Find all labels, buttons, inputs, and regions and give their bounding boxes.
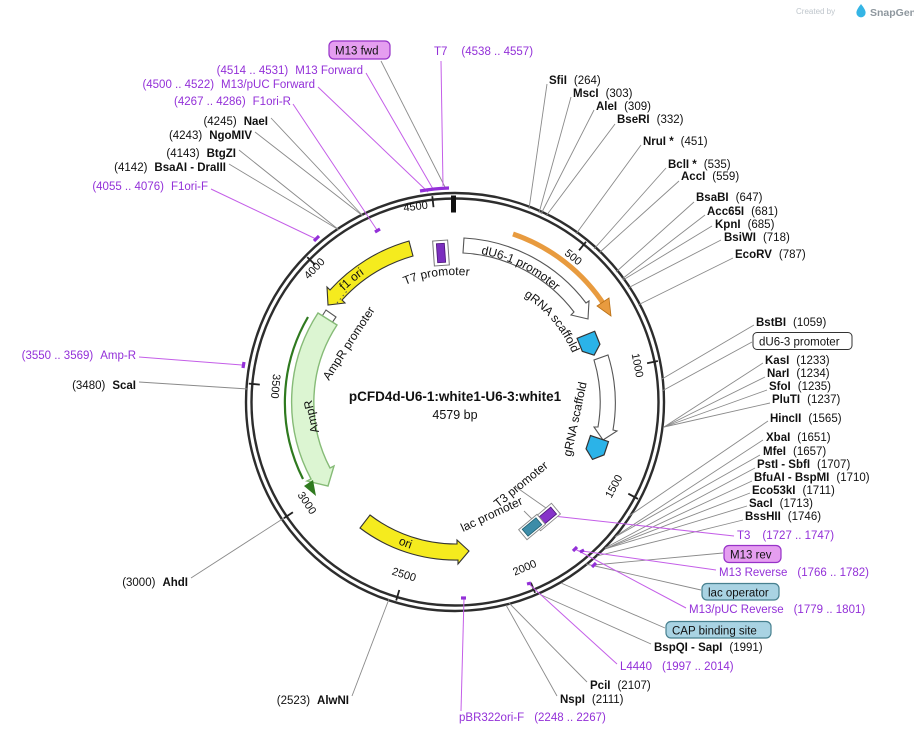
primer-label-m13-puc-reverse[interactable]: M13/pUC Reverse (1779 .. 1801): [689, 604, 865, 616]
enzyme-label-saci[interactable]: SacI (1713): [749, 498, 813, 510]
ampr-cds-line: [283, 316, 309, 480]
enzyme-label-sfii[interactable]: SfiI (264): [549, 75, 601, 87]
primer-label-m13-puc-forward[interactable]: (4500 .. 4522) M13/pUC Forward: [142, 79, 315, 91]
left-labels: (4514 .. 4531) M13 Forward (4500 .. 4522)…: [22, 65, 363, 707]
enzyme-label-naei[interactable]: (4245) NaeI: [203, 116, 268, 128]
feature-f1-ori[interactable]: [326, 240, 414, 306]
enzyme-label-pcii[interactable]: PciI (2107): [590, 680, 651, 692]
t7-promoter-label: T7 promoter: [401, 264, 470, 288]
enzyme-label-alei[interactable]: AleI (309): [596, 101, 651, 113]
enzyme-label-sfoi[interactable]: SfoI (1235): [769, 381, 831, 393]
snapgene-watermark: Created by SnapGene: [796, 4, 914, 19]
svg-text:T7 promoter: T7 promoter: [401, 264, 470, 288]
tick-label-3500: 3500: [268, 374, 282, 399]
ori-label: ori: [397, 534, 414, 552]
enzyme-label-alwni[interactable]: (2523) AlwNI: [277, 695, 349, 707]
primer-label-t7[interactable]: T7 (4538 .. 4557): [434, 46, 533, 58]
ampr-cds-arrowhead: [304, 480, 316, 496]
primer-leader-lines: [138, 60, 735, 712]
boxed-label-lac-operator[interactable]: lac operator: [701, 582, 780, 601]
enzyme-label-nrui[interactable]: NruI * (451): [643, 136, 708, 148]
enzyme-label-pluti[interactable]: PluTI (1237): [772, 394, 841, 406]
snapgene-logo-icon: [856, 4, 866, 18]
enzyme-label-kpni[interactable]: KpnI (685): [715, 219, 775, 231]
enzyme-label-mfei[interactable]: MfeI (1657): [763, 446, 826, 458]
enzyme-label-bfuai-bspmi[interactable]: BfuAI - BspMI (1710): [754, 472, 870, 484]
enzyme-label-ahdi[interactable]: (3000) AhdI: [122, 577, 188, 589]
feature-orange-arc[interactable]: [512, 231, 612, 317]
feature-du6-3-grna-band[interactable]: [592, 354, 619, 441]
grna-target-marker-1[interactable]: [576, 330, 603, 359]
enzyme-label-bsabi[interactable]: BsaBI (647): [696, 192, 763, 204]
primer-label-m13-forward[interactable]: (4514 .. 4531) M13 Forward: [217, 65, 363, 77]
tick-label-1500: 1500: [603, 473, 625, 500]
enzyme-label-bsshii[interactable]: BssHII (1746): [745, 511, 821, 523]
enzyme-label-xbai[interactable]: XbaI (1651): [766, 432, 831, 444]
enzyme-label-acc65i[interactable]: Acc65I (681): [707, 206, 778, 218]
lac-operator-label: lac operator: [708, 588, 769, 600]
snapgene-brand-text: SnapGene: [870, 7, 914, 19]
tick-label-4500: 4500: [403, 200, 429, 215]
primer-label-amp-r[interactable]: (3550 .. 3569) Amp-R: [22, 350, 136, 362]
enzyme-label-kasi[interactable]: KasI (1233): [765, 355, 830, 367]
plasmid-size: 4579 bp: [432, 408, 477, 422]
primer-label-f1ori-r[interactable]: (4267 .. 4286) F1ori-R: [174, 96, 291, 108]
du6-3-promoter-label: dU6-3 promoter: [759, 337, 840, 349]
enzyme-label-btgzi[interactable]: (4143) BtgZI: [166, 148, 236, 160]
enzyme-label-bspqi-sapi[interactable]: BspQI - SapI (1991): [654, 642, 763, 654]
cap-binding-site-label: CAP binding site: [672, 626, 757, 638]
enzyme-label-ecorv[interactable]: EcoRV (787): [735, 249, 806, 261]
boxed-label-cap-binding-site[interactable]: CAP binding site: [665, 620, 772, 639]
grna-scaffold-label-2: gRNA scaffold: [560, 381, 589, 458]
primer-label-pbr322ori-f[interactable]: pBR322ori-F (2248 .. 2267): [459, 712, 606, 724]
enzyme-label-ngomiv[interactable]: (4243) NgoMIV: [169, 130, 252, 142]
plasmid-backbone: [244, 191, 666, 613]
boxed-label-du6-3-promoter[interactable]: dU6-3 promoter: [752, 332, 853, 350]
feature-du6-1-grna-band[interactable]: [462, 237, 590, 320]
enzyme-label-bstbi[interactable]: BstBI (1059): [756, 317, 826, 329]
enzyme-label-bsaai-draiii[interactable]: (4142) BsaAI - DraIII: [114, 162, 226, 174]
enzyme-label-acci[interactable]: AccI (559): [681, 171, 739, 183]
grna-target-marker-2[interactable]: [584, 434, 610, 463]
primer-label-t3[interactable]: T3 (1727 .. 1747): [737, 530, 834, 542]
feature-ori[interactable]: [359, 514, 470, 566]
m13-rev-label: M13 rev: [730, 550, 772, 562]
enzyme-label-hincii[interactable]: HincII (1565): [770, 413, 842, 425]
primer-label-m13-reverse[interactable]: M13 Reverse (1766 .. 1782): [719, 567, 869, 579]
right-labels: T7 (4538 .. 4557) SfiI (264) MscI (303) Ale…: [434, 46, 870, 724]
tick-label-2500: 2500: [390, 566, 417, 585]
tick-label-4000: 4000: [302, 256, 328, 282]
enzyme-label-scai[interactable]: (3480) ScaI: [72, 380, 136, 392]
tick-label-1000: 1000: [629, 352, 645, 378]
enzyme-label-eco53ki[interactable]: Eco53kI (1711): [752, 485, 835, 497]
enzyme-label-psti-sbfi[interactable]: PstI - SbfI (1707): [757, 459, 850, 471]
svg-text:ori: ori: [397, 534, 414, 552]
enzyme-label-nari[interactable]: NarI (1234): [767, 368, 830, 380]
primer-site-marks: [241, 186, 598, 600]
enzyme-label-bsiwi[interactable]: BsiWI (718): [724, 232, 790, 244]
boxed-label-m13-rev[interactable]: M13 rev: [723, 544, 782, 564]
tick-label-2000: 2000: [511, 558, 538, 579]
feature-t7-promoter-marker[interactable]: [432, 239, 450, 267]
boxed-label-m13-fwd[interactable]: M13 fwd: [328, 40, 391, 60]
enzyme-leader-lines: [138, 60, 771, 697]
m13-fwd-label: M13 fwd: [335, 46, 378, 58]
enzyme-label-bseri[interactable]: BseRI (332): [617, 114, 684, 126]
plasmid-title: pCFD4d-U6-1:white1-U6-3:white1: [349, 389, 562, 404]
enzyme-label-msci[interactable]: MscI (303): [573, 88, 633, 100]
scale-ticks: [248, 196, 659, 601]
enzyme-label-bcli[interactable]: BclI * (535): [668, 159, 731, 171]
primer-label-f1ori-f[interactable]: (4055 .. 4076) F1ori-F: [92, 181, 208, 193]
primer-label-l4440[interactable]: L4440 (1997 .. 2014): [620, 661, 734, 673]
feature-lac-promoter-marker[interactable]: [517, 513, 547, 541]
feature-ampr[interactable]: [283, 290, 348, 496]
enzyme-label-nspi[interactable]: NspI (2111): [560, 694, 624, 706]
created-by-text: Created by: [796, 7, 835, 16]
